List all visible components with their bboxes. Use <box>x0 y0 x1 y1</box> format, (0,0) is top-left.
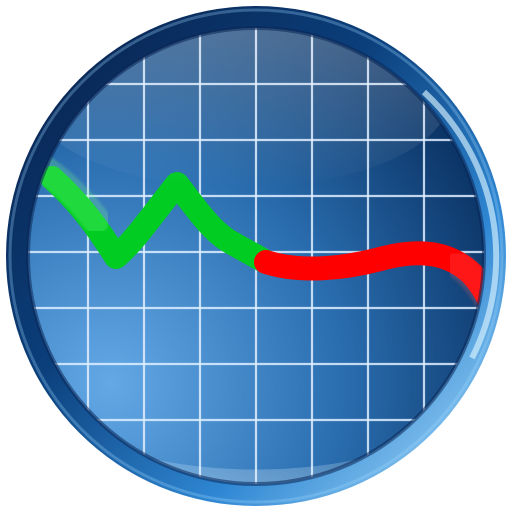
trend-line-right-glow <box>444 250 484 329</box>
bezel-highlight-ring <box>8 8 504 504</box>
screen-inner-bevel <box>26 26 486 486</box>
bezel-right-reflection <box>421 89 500 360</box>
